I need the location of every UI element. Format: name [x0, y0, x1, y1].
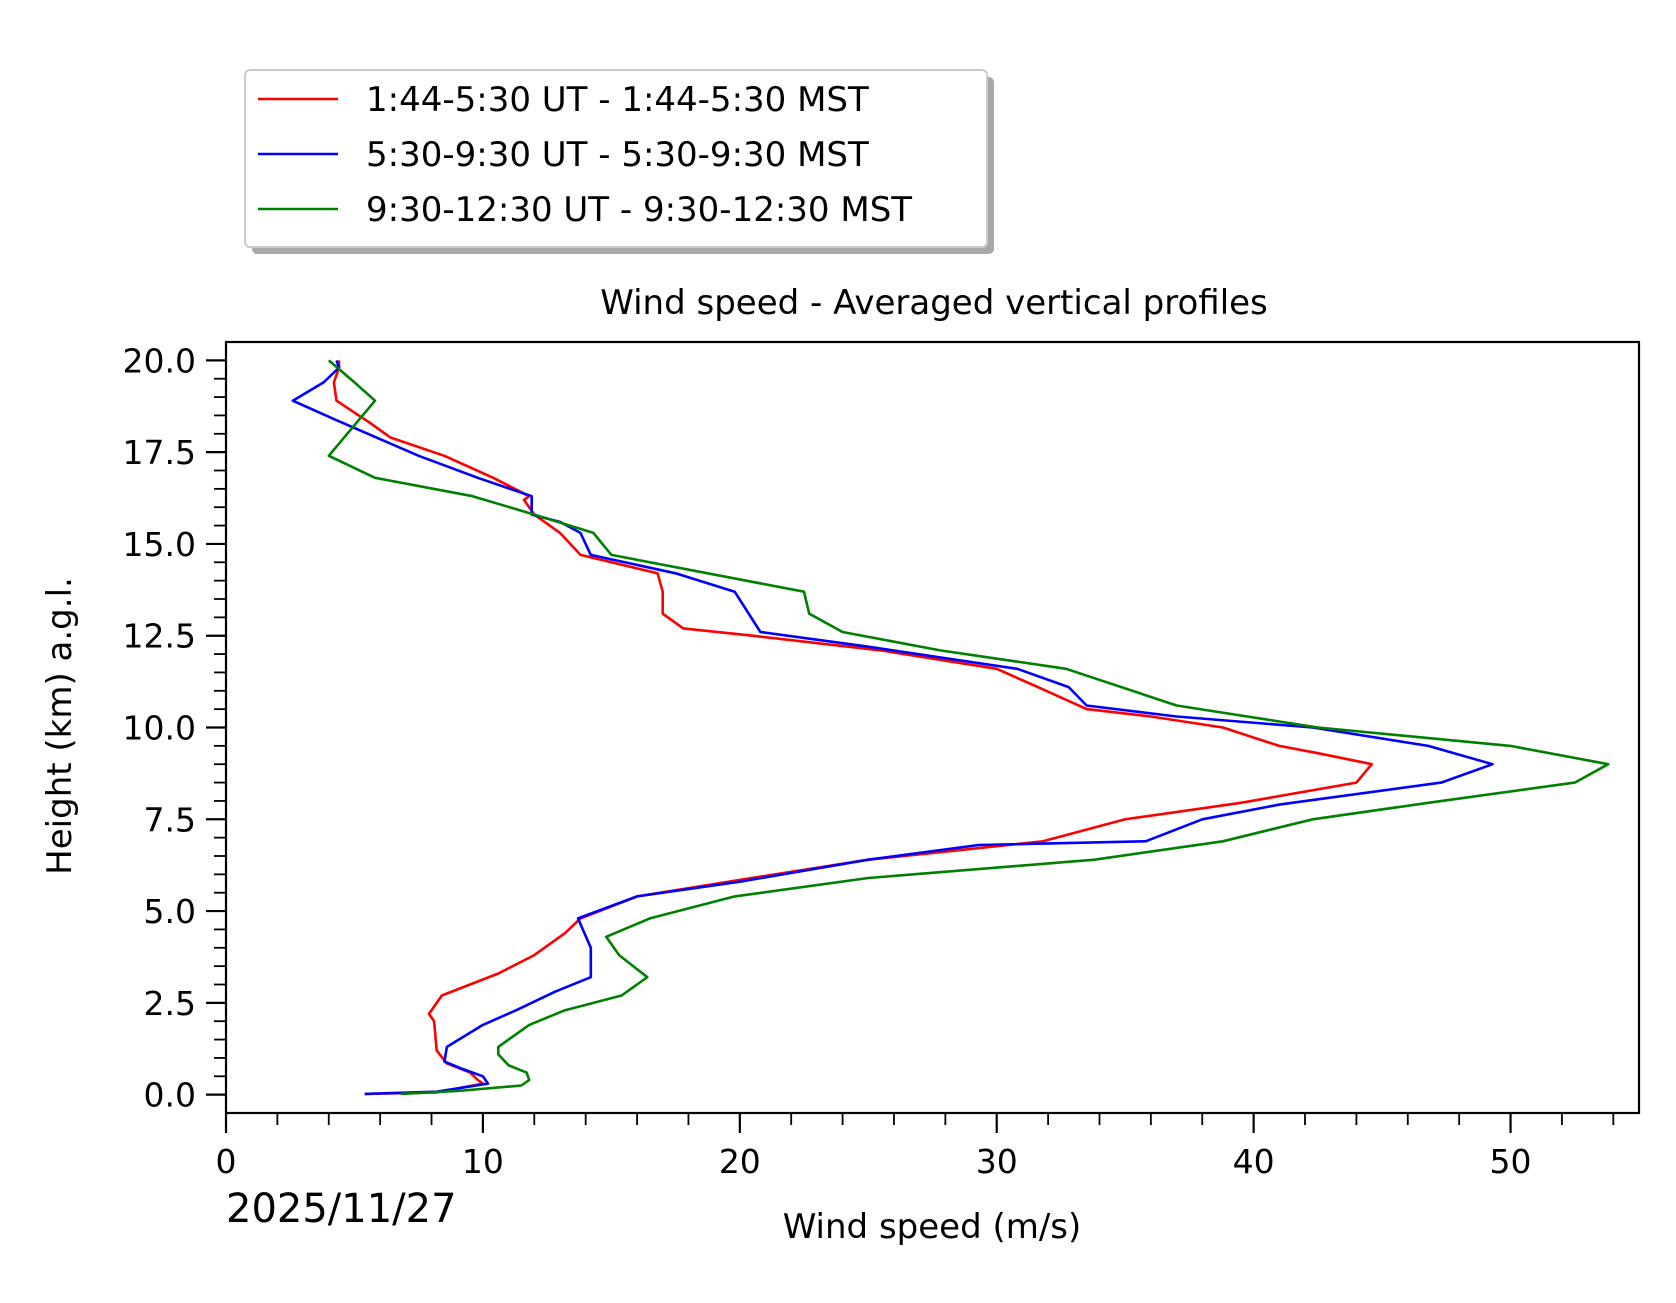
x-tick-label: 20	[719, 1142, 761, 1181]
y-axis-label: Height (km) a.g.l.	[40, 577, 80, 875]
series-line-1	[332, 360, 1374, 1096]
x-tick-label: 50	[1490, 1142, 1532, 1181]
plot-frame	[224, 340, 1641, 1115]
y-tick-label: 12.5	[123, 617, 196, 656]
y-tick-label: 7.5	[144, 800, 196, 839]
x-axis-label: Wind speed (m/s)	[783, 1207, 1082, 1247]
x-tick-label: 10	[462, 1142, 504, 1181]
legend-label-3: 9:30-12:30 UT - 9:30-12:30 MST	[366, 190, 912, 230]
y-tick-label: 17.5	[123, 433, 196, 472]
x-tick-label: 30	[976, 1142, 1018, 1181]
x-tick-label: 0	[216, 1142, 237, 1181]
series-line-2	[291, 359, 1494, 1096]
y-tick-label: 20.0	[123, 341, 196, 380]
y-tick-label: 0.0	[144, 1076, 196, 1115]
x-tick-label: 40	[1233, 1142, 1275, 1181]
x-axis: 0 10 20 30 40 50	[216, 1113, 1615, 1181]
legend-label-1: 1:44-5:30 UT - 1:44-5:30 MST	[366, 80, 869, 120]
y-axis: 0.0 2.5 5.0 7.5 10.0 12.5 15.0 17.5 20.0	[123, 341, 226, 1115]
plot-area: 0 10 20 30 40 50 0.0 2.5 5.0 7.5 10.0 12.5 15.0 17.5…	[123, 340, 1641, 1181]
chart-title: Wind speed - Averaged vertical profiles	[600, 283, 1268, 323]
legend-label-2: 5:30-9:30 UT - 5:30-9:30 MST	[366, 135, 869, 175]
series-line-3	[327, 359, 1610, 1096]
y-tick-label: 10.0	[123, 709, 196, 748]
y-tick-label: 2.5	[144, 984, 196, 1023]
date-label: 2025/11/27	[226, 1186, 457, 1232]
y-tick-label: 5.0	[144, 892, 196, 931]
series-lines	[291, 359, 1610, 1096]
legend-box	[244, 69, 988, 248]
legend: 1:44-5:30 UT - 1:44-5:30 MST 5:30-9:30 UT…	[244, 69, 994, 254]
y-tick-label: 15.0	[123, 525, 196, 564]
